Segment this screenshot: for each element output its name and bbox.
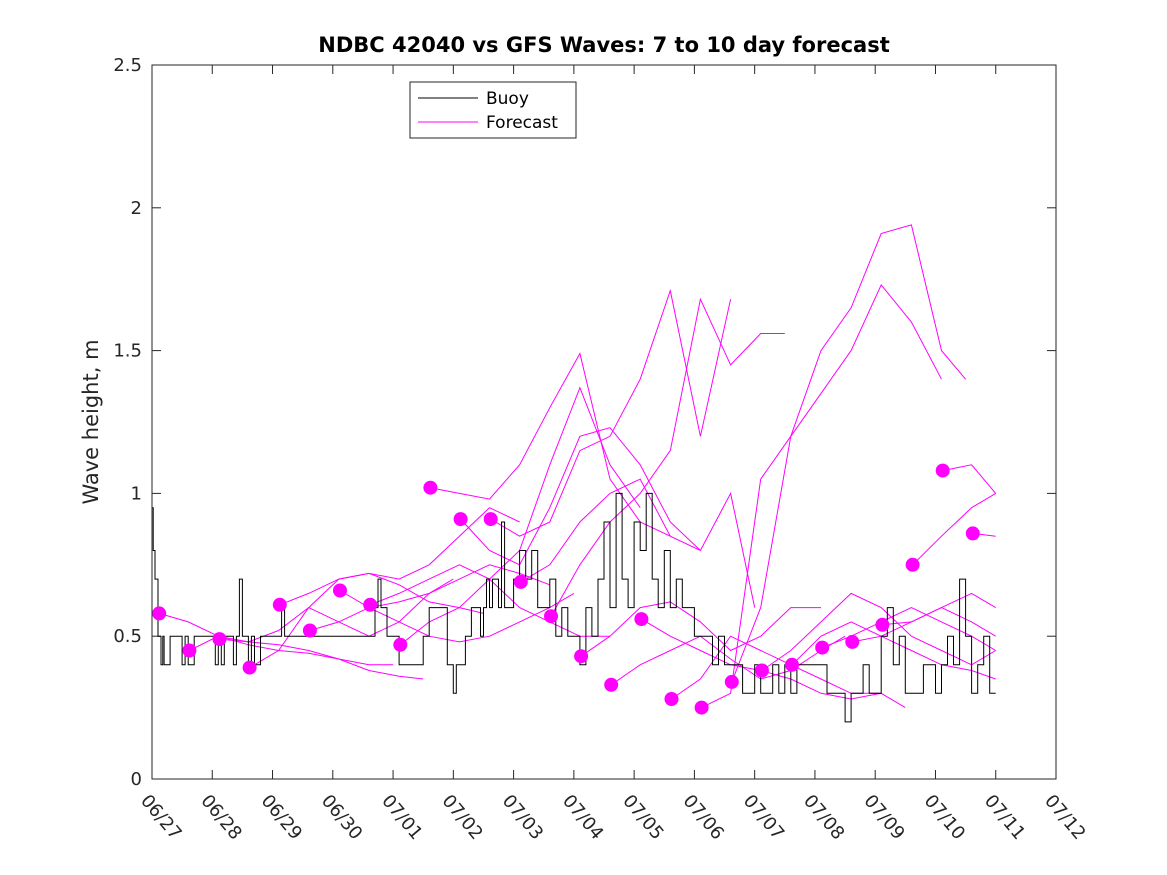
forecast-marker — [182, 643, 197, 658]
x-tick-label: 07/05 — [618, 791, 667, 844]
forecast-marker — [664, 692, 679, 706]
forecast-series-line — [189, 635, 424, 680]
forecast-marker — [302, 623, 317, 638]
forecast-marker — [212, 632, 227, 647]
chart-title: NDBC 42040 vs GFS Waves: 7 to 10 day for… — [318, 33, 889, 57]
forecast-series-line — [490, 288, 732, 537]
y-tick-label: 0 — [131, 769, 142, 790]
legend-box — [409, 81, 577, 139]
forecast-marker — [754, 663, 769, 678]
forecast-series-line — [520, 478, 756, 608]
forecast-series-line — [399, 386, 641, 646]
forecast-series-line — [671, 635, 906, 709]
forecast-series-line — [761, 592, 996, 671]
forecast-marker — [483, 512, 498, 527]
forecast-marker — [333, 583, 347, 598]
legend-buoy-label: Buoy — [486, 89, 529, 109]
x-tick-label: 07/08 — [799, 791, 848, 844]
forecast-marker — [875, 617, 890, 632]
x-tick-label: 07/02 — [438, 791, 487, 844]
plot-frame — [151, 64, 1057, 780]
forecast-series-line — [942, 464, 997, 494]
forecast-marker — [965, 526, 980, 541]
plot-area — [151, 64, 1057, 780]
x-tick-label: 07/10 — [920, 791, 969, 844]
forecast-marker — [574, 649, 589, 664]
x-tick-label: 07/12 — [1040, 791, 1089, 844]
forecast-series-line — [339, 590, 575, 643]
x-tick-label: 07/03 — [498, 791, 547, 844]
forecast-series-line — [882, 592, 996, 626]
x-tick-label: 07/04 — [558, 791, 607, 844]
x-tick-label: 06/29 — [257, 791, 306, 844]
forecast-marker — [694, 700, 709, 715]
y-tick-label: 1.5 — [113, 341, 142, 362]
y-tick-label: 1 — [131, 483, 142, 504]
forecast-marker — [544, 609, 558, 624]
x-tick-label: 07/11 — [980, 791, 1029, 844]
forecast-marker — [604, 677, 619, 692]
forecast-series-line — [641, 618, 882, 700]
forecast-marker — [785, 657, 799, 672]
forecast-series-line — [610, 635, 846, 686]
forecast-marker — [423, 480, 438, 495]
forecast-marker — [634, 612, 649, 627]
forecast-series-line — [550, 297, 785, 617]
x-tick-label: 07/01 — [377, 791, 426, 844]
forecast-series-line — [279, 507, 520, 606]
y-tick-label: 0.5 — [113, 626, 142, 647]
forecast-series-line — [159, 612, 394, 666]
x-tick-label: 06/30 — [317, 791, 366, 844]
y-tick-label: 2 — [131, 198, 142, 219]
forecast-marker — [393, 637, 408, 652]
forecast-series-line — [580, 601, 821, 657]
forecast-series-line — [852, 607, 996, 643]
forecast-marker — [935, 463, 950, 478]
forecast-marker — [242, 660, 257, 675]
buoy-series-line — [152, 492, 996, 723]
forecast-series-line — [309, 564, 550, 631]
forecast-series-line — [912, 492, 996, 566]
x-tick-label: 07/06 — [679, 791, 728, 844]
y-axis-label: Wave height, m — [79, 339, 103, 504]
forecast-marker — [815, 640, 830, 655]
legend: Buoy Forecast — [409, 81, 577, 139]
forecast-marker — [272, 597, 287, 612]
legend-forecast-label: Forecast — [486, 113, 558, 133]
forecast-series-line — [430, 352, 671, 537]
forecast-series-line — [731, 224, 966, 683]
x-tick-label: 06/28 — [196, 791, 245, 844]
forecast-series-line — [460, 427, 701, 566]
forecast-marker — [905, 557, 920, 572]
y-tick-label: 2.5 — [113, 55, 142, 76]
x-tick-label: 07/07 — [739, 791, 788, 844]
forecast-marker — [363, 597, 378, 612]
forecast-marker — [453, 512, 468, 527]
forecast-marker — [724, 674, 739, 689]
x-tick-label: 06/27 — [136, 791, 185, 844]
forecast-series-line — [791, 621, 996, 680]
forecast-series-line — [701, 283, 942, 709]
forecast-marker — [152, 606, 167, 621]
forecast-marker — [845, 634, 860, 649]
forecast-marker — [513, 574, 528, 589]
x-tick-label: 07/09 — [859, 791, 908, 844]
